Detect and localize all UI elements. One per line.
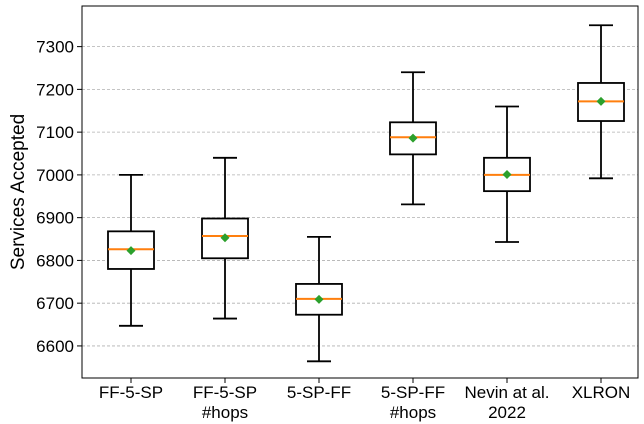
mean-marker (502, 169, 512, 179)
x-tick-label: XLRON (572, 383, 631, 402)
mean-marker (220, 233, 230, 243)
y-axis-title: Services Accepted (8, 114, 29, 270)
boxes (107, 24, 625, 363)
grid-lines (82, 46, 638, 347)
box-2 (201, 156, 249, 320)
plot-frame (81, 5, 639, 379)
box-6 (577, 24, 625, 180)
x-tick-label: 2022 (488, 403, 526, 422)
x-tick-label: #hops (390, 403, 436, 422)
y-tick-label: 6900 (36, 209, 74, 228)
y-tick-label: 6600 (36, 337, 74, 356)
y-axis-ticks: 6600 6700 6800 6900 7000 7100 7200 7300 (36, 38, 82, 356)
box-5 (483, 105, 531, 243)
y-tick-label: 6700 (36, 294, 74, 313)
mean-marker (314, 294, 324, 304)
y-tick-label: 6800 (36, 251, 74, 270)
box-1 (107, 173, 155, 327)
y-tick-label: 7300 (36, 38, 74, 57)
x-tick-label: Nevin at al. (464, 383, 549, 402)
box-4 (389, 71, 437, 206)
x-tick-label: FF-5-SP (193, 383, 257, 402)
y-tick-label: 7000 (36, 166, 74, 185)
x-tick-label: FF-5-SP (99, 383, 163, 402)
x-tick-label: 5-SP-FF (381, 383, 445, 402)
x-tick-label: 5-SP-FF (287, 383, 351, 402)
box-3 (295, 235, 343, 363)
mean-marker (126, 246, 136, 256)
y-tick-label: 7200 (36, 80, 74, 99)
mean-marker (596, 96, 606, 106)
x-tick-label: #hops (202, 403, 248, 422)
mean-marker (408, 133, 418, 143)
y-tick-label: 7100 (36, 123, 74, 142)
